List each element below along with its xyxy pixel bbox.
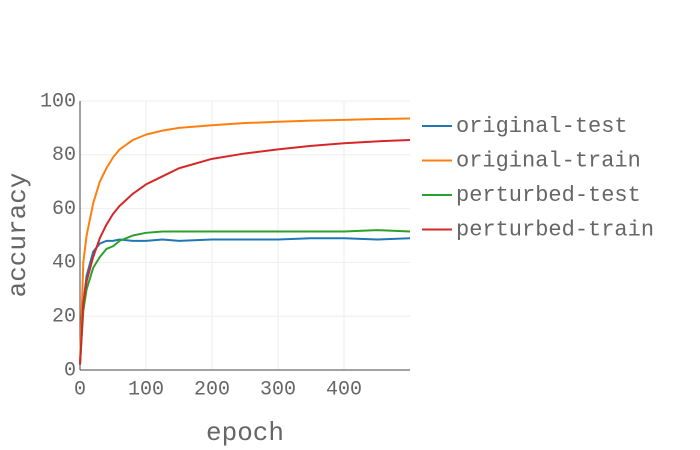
series-line (79, 237, 411, 365)
x-tick-label: 300 (260, 378, 296, 401)
legend-label: perturbed-test (456, 183, 641, 208)
x-tick-label: 0 (74, 378, 86, 401)
x-tick-label: 200 (194, 378, 230, 401)
series-line (79, 229, 411, 365)
y-tick-label: 100 (40, 90, 76, 113)
x-axis-title: epoch (206, 418, 284, 448)
y-tick-label: 0 (64, 359, 76, 382)
y-axis-title: accuracy (3, 173, 33, 298)
y-tick-label: 60 (52, 198, 76, 221)
x-tick-label: 400 (326, 378, 362, 401)
series-line (79, 117, 411, 365)
x-tick-label: 100 (128, 378, 164, 401)
y-tick-label: 80 (52, 144, 76, 167)
legend-label: original-test (456, 114, 628, 139)
legend-label: original-train (456, 148, 641, 173)
series-line (79, 139, 411, 365)
legend-label: perturbed-train (456, 217, 654, 242)
y-tick-label: 40 (52, 252, 76, 275)
y-tick-label: 20 (52, 305, 76, 328)
